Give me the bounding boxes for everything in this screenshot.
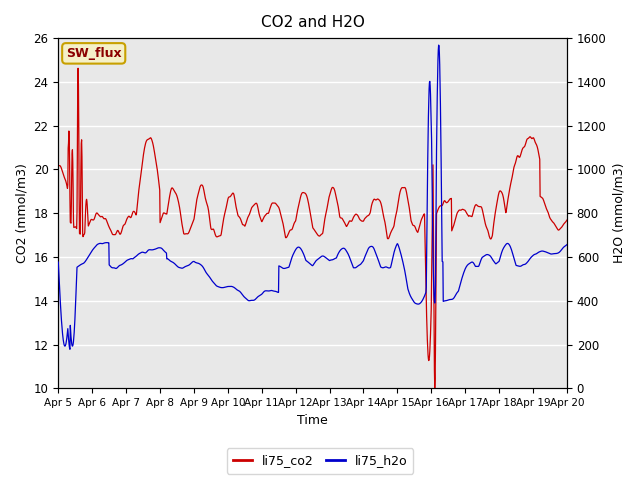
Y-axis label: H2O (mmol/m3): H2O (mmol/m3) [612,163,625,264]
Y-axis label: CO2 (mmol/m3): CO2 (mmol/m3) [15,163,28,263]
Legend: li75_co2, li75_h2o: li75_co2, li75_h2o [227,448,413,474]
X-axis label: Time: Time [297,414,328,427]
Title: CO2 and H2O: CO2 and H2O [260,15,365,30]
Text: SW_flux: SW_flux [66,47,122,60]
